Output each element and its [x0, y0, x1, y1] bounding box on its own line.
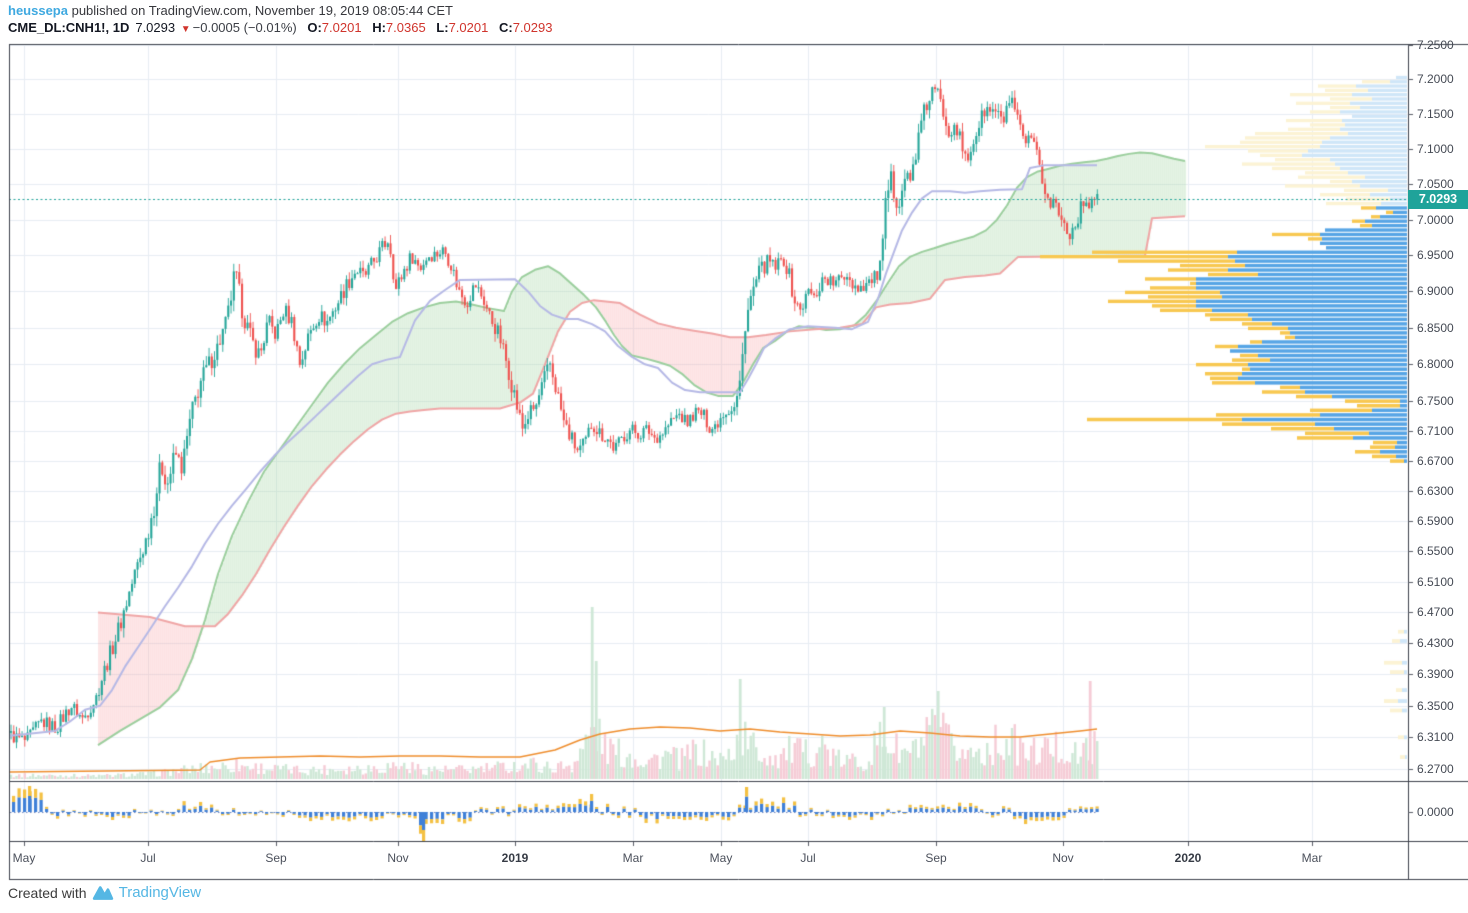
price-axis[interactable]: 7.2500 7.2000 7.1500 7.1000 7.0500 7.0000 6.95… — [1408, 36, 1468, 881]
tradingview-logo-icon — [92, 886, 113, 900]
time-tick-label: Jul — [140, 851, 156, 865]
time-tick-label: May — [709, 851, 733, 865]
time-tick-year-label: 2019 — [501, 851, 529, 865]
time-tick-label: Jul — [800, 851, 816, 865]
username-link[interactable]: heussepa — [8, 3, 68, 18]
open-value: 7.0201 — [321, 20, 362, 35]
time-tick-year-label: 2020 — [1174, 851, 1202, 865]
time-tick-label: Nov — [387, 851, 409, 865]
footer: Created with TradingView — [8, 884, 201, 901]
price-tick-label: 6.8000 — [1417, 357, 1454, 372]
time-tick-label: Sep — [265, 851, 287, 865]
price-tick-label: 6.6700 — [1417, 453, 1454, 468]
symbol-title: CME_DL:CNH1!, 1D — [8, 20, 130, 35]
price-tick-label: 6.9500 — [1417, 248, 1454, 263]
time-tick-label: May — [12, 851, 36, 865]
price-tick-label: 7.0500 — [1417, 177, 1454, 192]
price-tick-label: 6.3100 — [1417, 730, 1454, 745]
time-tick-label: Mar — [622, 851, 644, 865]
time-axis[interactable]: May Jul Sep Nov 2019 Mar May Jul Sep Nov 2020 Mar — [0, 842, 1408, 879]
price-tick-label: 7.0000 — [1417, 212, 1454, 227]
last-price: 7.0293 — [135, 20, 176, 35]
price-tick-label: 7.1000 — [1417, 141, 1454, 156]
price-tick-label: 6.7100 — [1417, 423, 1454, 438]
lower-zero-label: 0.0000 — [1417, 805, 1454, 819]
publish-line: heussepa published on TradingView.com, N… — [8, 3, 552, 19]
price-tick-label: 6.5100 — [1417, 574, 1454, 589]
price-tick-label: 6.2700 — [1417, 762, 1454, 776]
low-value: 7.0201 — [448, 20, 489, 35]
open-label: O: — [307, 20, 322, 35]
high-label: H: — [372, 20, 386, 35]
price-change: −0.0005 (−0.01%) — [192, 20, 297, 35]
price-tick-label: 6.5900 — [1417, 513, 1454, 528]
symbol-line: CME_DL:CNH1!, 1D 7.0293 ▼ −0.0005 (−0.01%)… — [8, 20, 552, 38]
price-tick-label: 6.5500 — [1417, 544, 1454, 559]
time-tick-label: Mar — [1301, 851, 1323, 865]
time-tick-label: Nov — [1052, 851, 1074, 865]
price-tick-label: 7.2500 — [1417, 37, 1454, 52]
price-tick-label: 7.1500 — [1417, 106, 1454, 121]
price-tick-label: 6.4300 — [1417, 636, 1454, 651]
tradingview-link[interactable]: TradingView — [118, 884, 202, 901]
price-tick-label: 6.4700 — [1417, 605, 1454, 620]
price-tick-label: 6.3500 — [1417, 698, 1454, 713]
price-tick-label: 6.9000 — [1417, 284, 1454, 299]
published-text: published on TradingView.com, November 1… — [67, 3, 453, 18]
price-tick-label: 6.8500 — [1417, 320, 1454, 335]
time-tick-label: Sep — [925, 851, 947, 865]
created-with-text: Created with — [8, 884, 87, 901]
high-value: 7.0365 — [385, 20, 426, 35]
low-label: L: — [436, 20, 449, 35]
price-tick-label: 7.2000 — [1417, 72, 1454, 87]
close-value: 7.0293 — [512, 20, 553, 35]
close-label: C: — [498, 20, 513, 35]
current-price-label: 7.0293 — [1408, 190, 1468, 209]
price-tick-label: 6.3900 — [1417, 667, 1454, 682]
down-triangle-icon: ▼ — [180, 24, 191, 35]
header: heussepa published on TradingView.com, N… — [8, 3, 552, 38]
price-tick-label: 6.6300 — [1417, 483, 1454, 498]
price-tick-label: 6.7500 — [1417, 394, 1454, 409]
